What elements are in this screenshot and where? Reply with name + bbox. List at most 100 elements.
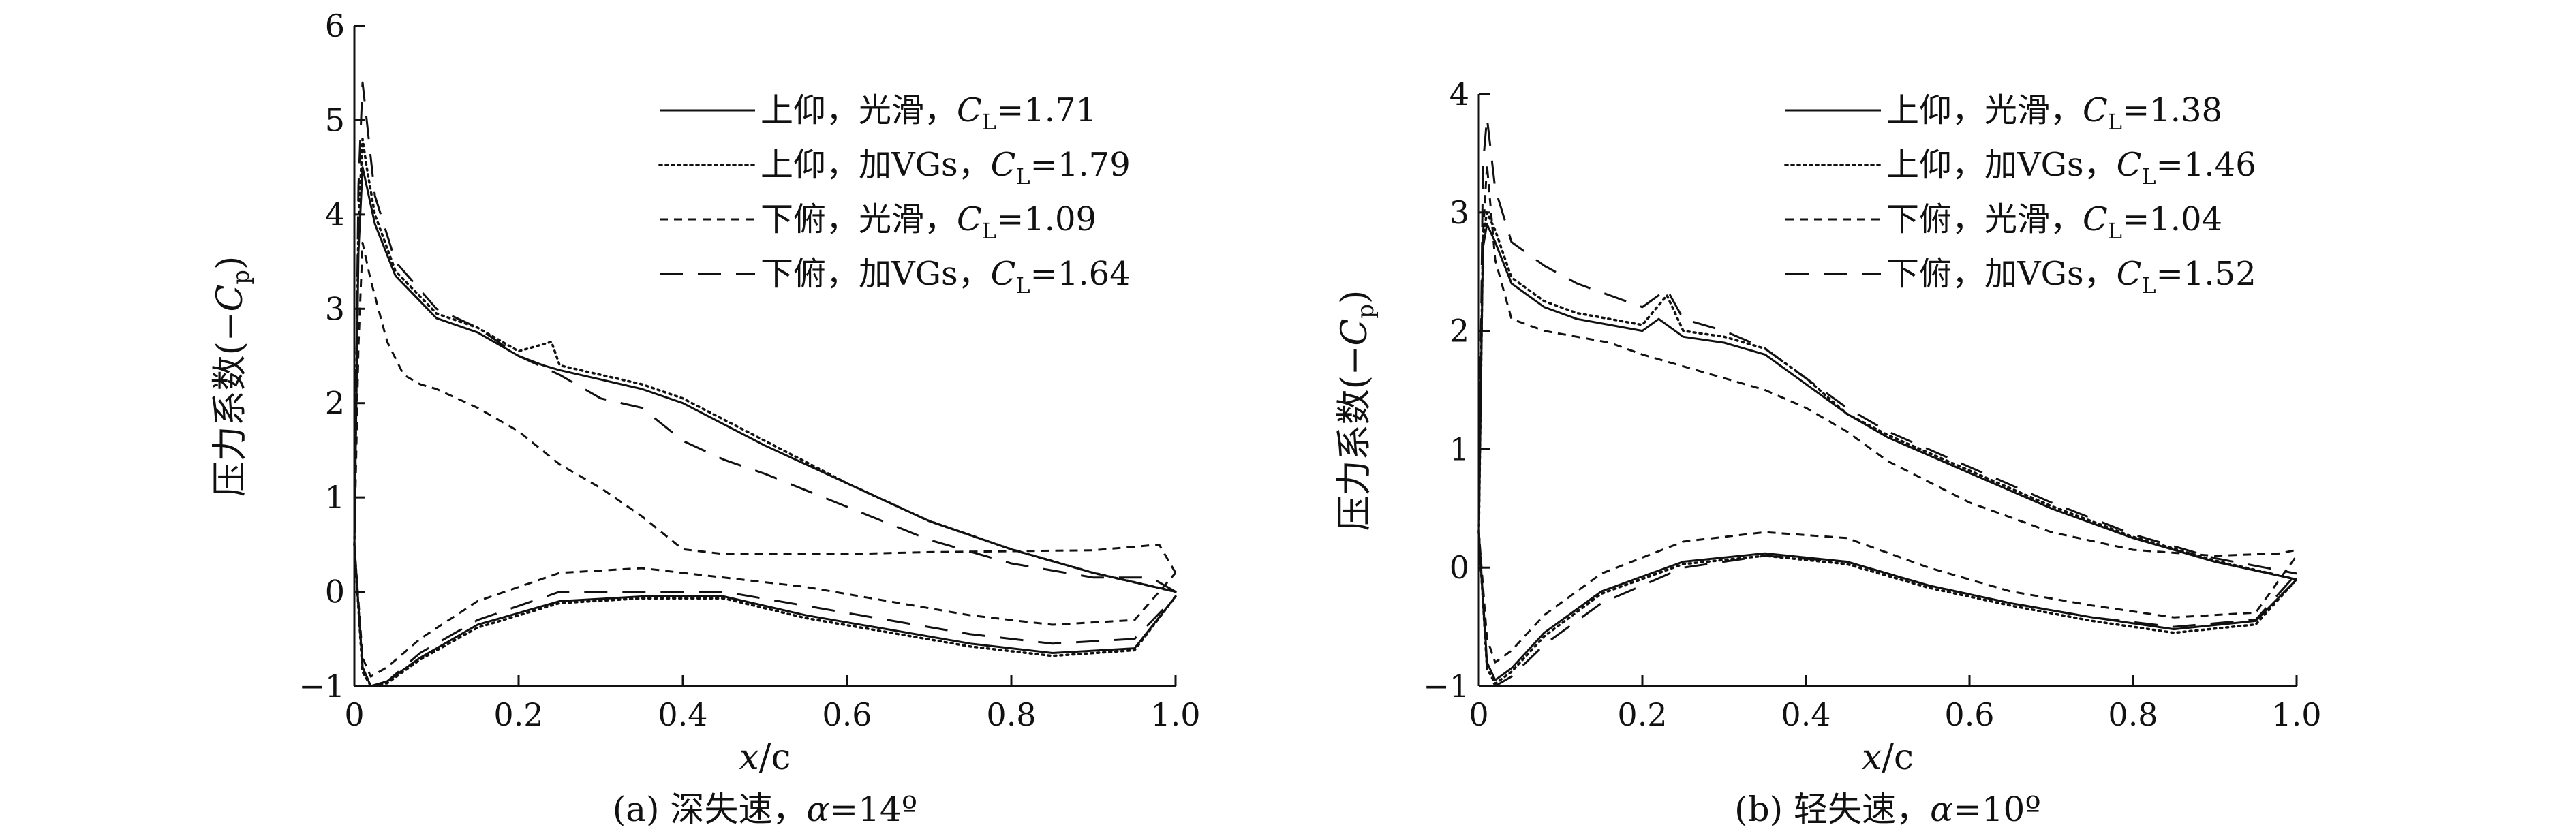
legend-label: 下俯，光滑，CL=1.09 [761,200,1097,244]
x-tick-label: 0.4 [1781,696,1830,733]
series-2-upper-surface-line [1477,211,2298,581]
legend-cl-subscript: L [1015,164,1030,189]
y-tick-label: 1 [325,479,345,516]
legend-cl-subscript: L [2141,164,2156,189]
panel-caption: (a) 深失速，α=14º [613,790,918,829]
y-tick-label: 2 [325,385,345,422]
x-tick-label: 0.4 [658,696,707,733]
legend-cl-subscript: L [1015,273,1030,298]
y-tick-label: 0 [1450,549,1469,586]
x-axis-title: x/c [739,737,791,778]
legend-label-text: 上仰，光滑， [761,91,957,129]
y-tick-label: 2 [1450,313,1469,349]
y-axis-title-suffix: ) [1334,290,1375,304]
legend-cl-value: =1.52 [2156,255,2256,293]
legend-cl-subscript: L [2108,218,2122,244]
legend-label: 上仰，光滑，CL=1.71 [761,91,1097,135]
x-tick-label: 0.2 [1617,696,1667,733]
x-axis-title-rest: /c [1882,737,1914,778]
legend-label: 上仰，加VGs，CL=1.46 [1886,146,2256,189]
legend-cl-value: =1.09 [996,200,1097,238]
y-tick-label: 4 [1450,76,1469,112]
series-1-upper-surface-line [353,166,1176,593]
legend-cl-value: =1.79 [1030,146,1131,184]
legend-cl-subscript: L [2141,273,2156,298]
legend-cl-symbol: C [2083,91,2108,129]
series-4-lower-surface-line [1477,532,2298,687]
series-4-upper-surface-line [353,81,1176,593]
x-tick-label: 1.0 [1150,696,1200,733]
legend-cl-symbol: C [957,200,982,238]
x-axis-title-rest: /c [759,737,791,778]
legend-label-text: 上仰，加VGs， [761,146,991,184]
legend-label-text: 上仰，光滑， [1886,91,2083,129]
y-axis-title: 压力系数(−Cp) [210,256,255,497]
x-tick-label: 0.8 [2108,696,2158,733]
x-axis-title: x/c [1862,737,1914,778]
y-tick-label: −1 [1423,668,1469,704]
x-axis-title-italic: x [1862,737,1882,778]
y-axis-title-suffix: ) [210,256,251,270]
legend-label: 上仰，光滑，CL=1.38 [1886,91,2222,135]
y-axis-title-symbol: C [1334,319,1375,346]
legend-cl-symbol: C [991,146,1016,184]
y-tick-label: −1 [298,668,345,704]
legend-label: 上仰，加VGs，CL=1.79 [761,146,1131,189]
series-3-lower-surface-line [353,544,1177,678]
legend-cl-subscript: L [982,218,996,244]
x-tick-label: 0 [344,696,364,733]
y-tick-label: 1 [1450,431,1469,467]
series-3-lower-surface-line [1477,531,2298,664]
y-axis-title-symbol: C [210,285,251,312]
y-axis-title-prefix: 压力系数(− [1334,346,1375,531]
y-tick-label: 3 [325,290,345,327]
chart-panel-a: 0 0.2 0.4 0.6 0.8 1.0−10123456x/c压力系数(−Cp)(a)… [210,7,1201,829]
caption-alpha-symbol: α [1930,790,1953,829]
y-tick-label: 4 [325,196,345,233]
legend-label-text: 下俯，光滑， [1886,200,2083,238]
caption-alpha-value: =14º [829,790,917,829]
legend-cl-symbol: C [2117,255,2142,293]
x-tick-label: 0.6 [1944,696,1994,733]
legend-label-text: 下俯，加VGs， [1886,255,2117,293]
panel-caption: (b) 轻失速，α=10º [1734,790,2041,829]
x-tick-label: 0 [1469,696,1488,733]
series-1-upper-surface-line [1477,223,2297,581]
legend-cl-value: =1.64 [1030,255,1131,293]
series-2-upper-surface-line [353,138,1177,593]
legend-label-text: 下俯，加VGs， [761,255,991,293]
x-tick-label: 0.6 [822,696,872,733]
legend-cl-subscript: L [982,109,996,135]
legend-label: 下俯，加VGs，CL=1.64 [761,255,1131,298]
y-tick-label: 3 [1450,194,1469,231]
legend-label: 下俯，加VGs，CL=1.52 [1886,255,2256,298]
series-2-lower-surface-line [353,543,1177,687]
series-1-lower-surface-line [1477,532,2298,681]
y-axis-title-subscript: p [228,270,255,285]
x-tick-label: 0.8 [986,696,1036,733]
y-tick-label: 0 [325,574,345,610]
y-tick-label: 6 [325,7,345,44]
legend-cl-value: =1.46 [2156,146,2256,184]
caption-alpha-value: =10º [1953,790,2041,829]
caption-prefix: (b) 轻失速， [1734,790,1930,829]
series-3-upper-surface-line [1477,164,2297,557]
legend-label-text: 上仰，加VGs， [1886,146,2117,184]
x-axis-title-italic: x [739,737,759,778]
legend-cl-symbol: C [991,255,1016,293]
legend-cl-value: =1.04 [2122,200,2222,238]
caption-prefix: (a) 深失速， [613,790,807,829]
legend-cl-value: =1.71 [996,91,1097,129]
caption-alpha-symbol: α [806,790,829,829]
y-axis-title: 压力系数(−Cp) [1334,290,1379,531]
legend-cl-symbol: C [2083,200,2108,238]
y-tick-label: 5 [325,102,345,138]
legend-label-text: 下俯，光滑， [761,200,957,238]
legend-cl-symbol: C [957,91,982,129]
legend-cl-symbol: C [2117,146,2142,184]
series-1-lower-surface-line [353,544,1177,687]
legend-cl-subscript: L [2108,109,2122,135]
series-2-lower-surface-line [1477,531,2298,685]
